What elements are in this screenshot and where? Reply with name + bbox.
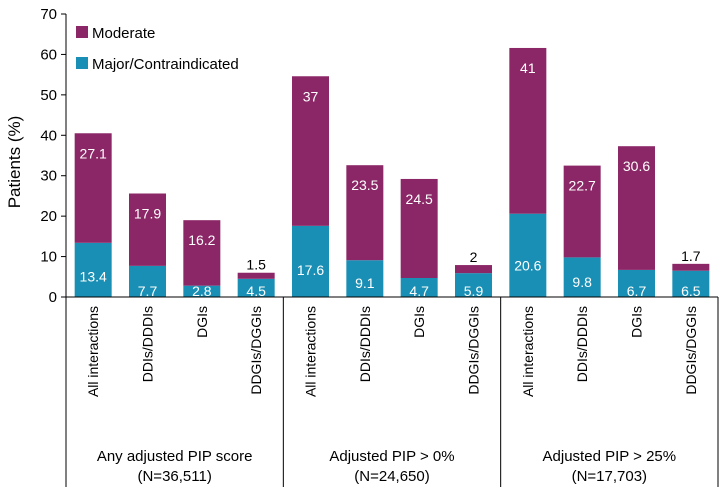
data-label-moderate: 1.7	[681, 248, 701, 264]
bar-major	[74, 242, 112, 297]
bar-moderate	[672, 263, 710, 271]
bar-major	[509, 213, 547, 297]
category-label: DDGIs/DGGIs	[683, 306, 699, 395]
category-label: DDIs/DDDIs	[574, 306, 590, 382]
axes	[65, 14, 719, 487]
bar-moderate	[183, 220, 221, 286]
data-label-major: 17.6	[297, 262, 324, 278]
data-label-moderate: 24.5	[406, 191, 433, 207]
category-label: DDIs/DDDIs	[140, 306, 156, 382]
data-label-major: 2.8	[192, 283, 212, 299]
y-tick-label: 0	[49, 289, 57, 306]
data-label-moderate: 16.2	[188, 232, 215, 248]
y-tick-label: 70	[40, 6, 57, 23]
bar-moderate	[455, 265, 492, 274]
category-label: All interactions	[303, 306, 319, 397]
data-label-major: 7.7	[138, 283, 158, 299]
bar-major	[400, 277, 438, 297]
group-label: Adjusted PIP > 0%	[329, 448, 454, 465]
group-sublabel: (N=36,511)	[137, 468, 211, 485]
category-label: All interactions	[520, 306, 536, 397]
bar-major	[455, 273, 492, 297]
legend: Moderate Major/Contraindicated	[76, 25, 239, 73]
data-labels: 13.4 27.1 7.7 17.9 2.8 16.2 4.5 1.5 17.6 37 9.1 23.…	[80, 60, 701, 299]
data-label-moderate: 2	[470, 249, 478, 265]
bar-moderate	[618, 146, 655, 270]
category-labels: All interactions DDIs/DDDIs DGIs DDGIs/DGGI…	[85, 306, 699, 397]
y-tick-label: 40	[40, 127, 57, 144]
data-label-major: 13.4	[80, 268, 107, 284]
bar-major	[672, 270, 710, 297]
category-label: DDIs/DDDIs	[357, 306, 373, 382]
data-label-major: 4.7	[409, 283, 429, 299]
group-label: Any adjusted PIP score	[97, 448, 253, 465]
bar-moderate	[129, 193, 166, 266]
data-label-major: 5.9	[464, 283, 484, 299]
y-axis-ticks: 0 10 20 30 40 50 60 70	[40, 6, 66, 306]
data-label-moderate: 37	[303, 88, 319, 104]
data-label-major: 6.5	[681, 283, 701, 299]
bars	[74, 47, 710, 297]
group-label: Adjusted PIP > 25%	[543, 448, 677, 465]
y-tick-label: 10	[40, 249, 57, 266]
legend-swatch-moderate	[76, 26, 88, 38]
legend-swatch-major	[76, 57, 88, 69]
data-label-major: 6.7	[627, 283, 647, 299]
bar-moderate	[237, 272, 275, 279]
category-label: All interactions	[85, 306, 101, 397]
category-label: DDGIs/DGGIs	[248, 306, 264, 395]
data-label-moderate: 41	[520, 60, 536, 76]
group-sublabel: (N=24,650)	[354, 468, 429, 485]
data-label-moderate: 27.1	[80, 145, 107, 161]
y-tick-label: 60	[40, 46, 57, 63]
group-labels: Any adjusted PIP score (N=36,511) Adjusted…	[97, 448, 676, 485]
group-sublabel: (N=17,703)	[572, 468, 647, 485]
bar-major	[129, 265, 166, 297]
legend-label-moderate: Moderate	[92, 25, 155, 42]
bar-major	[237, 278, 275, 297]
bar-major	[292, 225, 329, 297]
bar-major	[563, 257, 601, 297]
bar-major	[183, 285, 221, 297]
bar-moderate	[400, 178, 438, 278]
category-label: DDGIs/DGGIs	[466, 306, 482, 395]
y-tick-label: 50	[40, 87, 57, 104]
bar-major	[346, 260, 384, 297]
bar-moderate	[509, 47, 547, 214]
legend-label-major: Major/Contraindicated	[92, 56, 239, 73]
category-label: DGIs	[194, 306, 210, 338]
data-label-moderate: 22.7	[569, 178, 596, 194]
bar-major	[618, 269, 655, 297]
y-tick-label: 20	[40, 208, 57, 225]
bar-moderate	[346, 165, 384, 261]
data-label-moderate: 1.5	[246, 257, 266, 273]
data-label-major: 9.1	[355, 275, 375, 291]
data-label-moderate: 30.6	[623, 158, 650, 174]
category-label: DGIs	[411, 306, 427, 338]
bar-moderate	[563, 165, 601, 258]
data-label-major: 9.8	[572, 274, 592, 290]
bar-moderate	[74, 133, 112, 243]
data-label-moderate: 17.9	[134, 206, 161, 222]
y-axis-label: Patients (%)	[5, 116, 24, 209]
category-label: DGIs	[629, 306, 645, 338]
bar-moderate	[292, 76, 329, 226]
data-label-major: 20.6	[514, 257, 541, 273]
y-tick-label: 30	[40, 168, 57, 185]
data-label-moderate: 23.5	[351, 177, 378, 193]
data-label-major: 4.5	[246, 283, 266, 299]
